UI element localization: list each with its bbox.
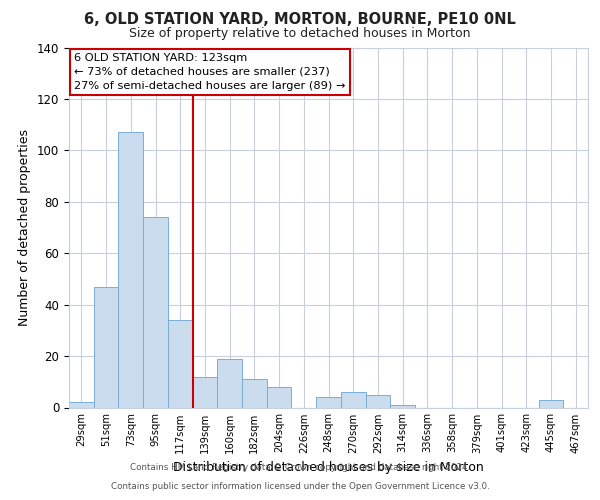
- Bar: [94, 286, 118, 408]
- Text: Contains public sector information licensed under the Open Government Licence v3: Contains public sector information licen…: [110, 482, 490, 491]
- Bar: [365, 394, 390, 407]
- X-axis label: Distribution of detached houses by size in Morton: Distribution of detached houses by size …: [173, 461, 484, 474]
- Bar: [539, 400, 563, 407]
- Bar: [143, 217, 168, 408]
- Bar: [390, 405, 415, 407]
- Text: Contains HM Land Registry data © Crown copyright and database right 2024.: Contains HM Land Registry data © Crown c…: [130, 464, 470, 472]
- Bar: [69, 402, 94, 407]
- Text: 6, OLD STATION YARD, MORTON, BOURNE, PE10 0NL: 6, OLD STATION YARD, MORTON, BOURNE, PE1…: [84, 12, 516, 28]
- Bar: [242, 379, 267, 408]
- Bar: [118, 132, 143, 407]
- Bar: [168, 320, 193, 408]
- Bar: [267, 387, 292, 407]
- Bar: [341, 392, 365, 407]
- Bar: [193, 376, 217, 408]
- Text: Size of property relative to detached houses in Morton: Size of property relative to detached ho…: [129, 28, 471, 40]
- Y-axis label: Number of detached properties: Number of detached properties: [19, 129, 31, 326]
- Bar: [217, 358, 242, 408]
- Text: 6 OLD STATION YARD: 123sqm
← 73% of detached houses are smaller (237)
27% of sem: 6 OLD STATION YARD: 123sqm ← 73% of deta…: [74, 53, 346, 91]
- Bar: [316, 397, 341, 407]
